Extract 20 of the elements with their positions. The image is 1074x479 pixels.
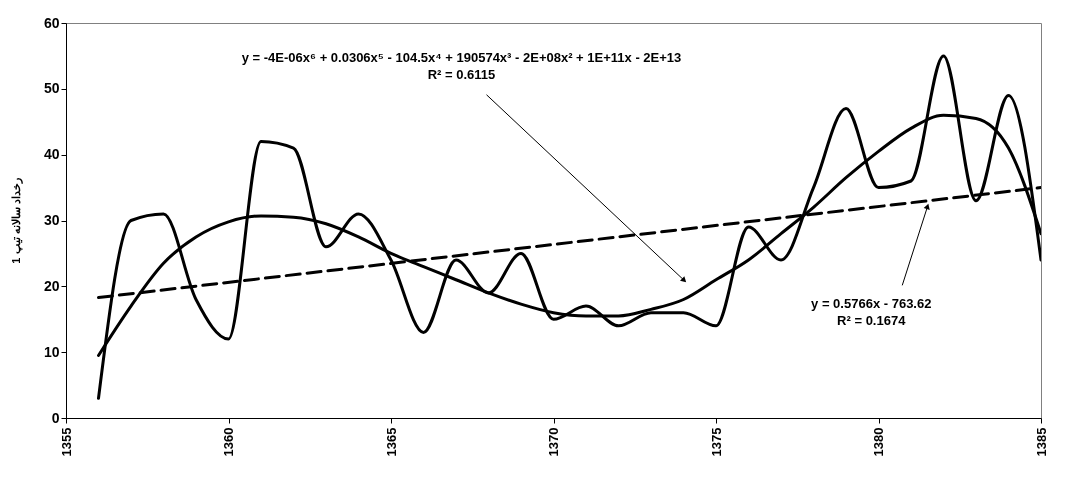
x-tick-label: 1375: [708, 427, 724, 457]
y-tick-label: 10: [43, 343, 60, 360]
y-tick-label: 20: [43, 277, 60, 294]
y-tick-label: 60: [43, 14, 60, 31]
y-tick-label: 0: [51, 409, 60, 426]
annotation: y = -4E-06x⁶ + 0.0306x⁵ - 104.5x⁴ + 190574x³ - 2E+08x² + 1E+11x - 2E+13: [241, 49, 682, 65]
y-tick-label: 50: [43, 80, 60, 97]
x-tick-label: 1355: [58, 427, 74, 457]
x-tick-label: 1365: [383, 427, 399, 457]
x-tick-label: 1380: [871, 427, 886, 457]
x-tick-label: 1360: [221, 427, 236, 457]
line-series: [97, 54, 1041, 400]
y-axis-title: رخداد سالانه تیپ 1: [9, 178, 23, 264]
annotation: R² = 0.6115: [427, 66, 496, 82]
annotation: R² = 0.1674: [837, 313, 907, 329]
y-tick-label: 30: [43, 212, 60, 228]
annotation: y = 0.5766x - 763.62: [811, 296, 932, 312]
x-tick-label: 1385: [1033, 427, 1049, 457]
y-tick-label: 40: [43, 146, 60, 163]
x-tick-label: 1370: [546, 427, 561, 457]
